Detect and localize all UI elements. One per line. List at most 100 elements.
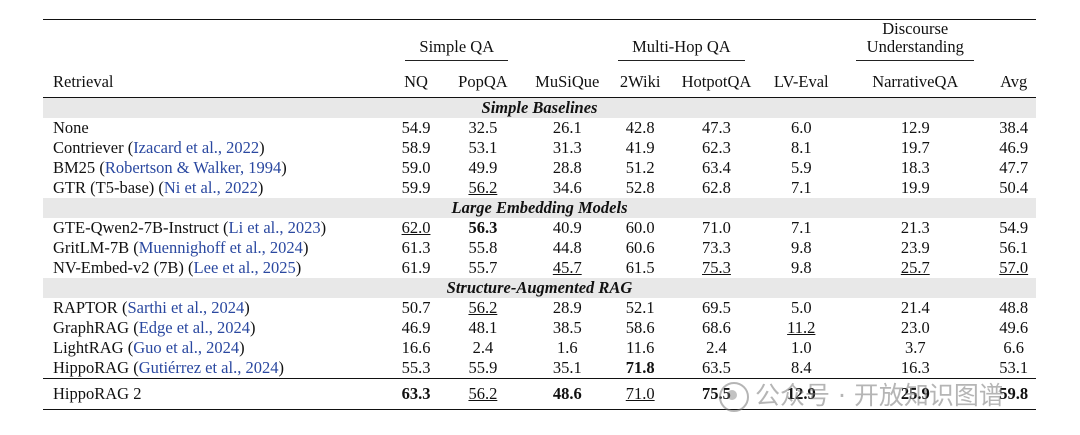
- column-header-row: Retrieval NQ PopQA MuSiQue 2Wiki HotpotQ…: [43, 65, 1036, 98]
- score-cell: 71.8: [625, 358, 655, 377]
- score-cell: 34.6: [552, 178, 582, 197]
- method-name: HippoRAG: [53, 358, 130, 377]
- table-body: Simple Baselines None 54.9 32.5 26.1 42.8 47.3…: [43, 97, 1036, 410]
- table-row: RAPTOR (Sarthi et al., 2024) 50.7 56.2 28.9…: [43, 298, 1036, 318]
- citation-link[interactable]: Izacard et al., 2022: [133, 138, 260, 157]
- score-cell: 58.6: [625, 318, 655, 337]
- score-cell: 21.4: [900, 298, 930, 317]
- column-header-nq: NQ: [389, 65, 443, 98]
- score-cell: 8.1: [790, 138, 812, 157]
- retrieval-method-cell: GritLM-7B (Muennighoff et al., 2024): [53, 238, 309, 257]
- citation-link[interactable]: Guo et al., 2024: [133, 338, 240, 357]
- method-name: HippoRAG 2: [43, 378, 390, 410]
- retrieval-method-cell: BM25 (Robertson & Walker, 1994): [53, 158, 287, 177]
- score-cell: 40.9: [552, 218, 582, 237]
- score-cell: 7.1: [790, 178, 812, 197]
- score-cell: 53.1: [468, 138, 498, 157]
- column-header-narrativeqa: NarrativeQA: [839, 65, 992, 98]
- score-cell: 63.4: [702, 158, 731, 177]
- score-cell: 19.9: [900, 178, 930, 197]
- method-name: Contriever: [53, 138, 124, 157]
- score-cell: 73.3: [702, 238, 731, 257]
- citation-link[interactable]: Lee et al., 2025: [193, 258, 296, 277]
- citation-link[interactable]: Muennighoff et al., 2024: [138, 238, 303, 257]
- wechat-logo-icon: [719, 382, 749, 412]
- retrieval-method-cell: GraphRAG (Edge et al., 2024): [53, 318, 256, 337]
- score-cell: 47.7: [999, 158, 1029, 177]
- retrieval-method-cell: RAPTOR (Sarthi et al., 2024): [53, 298, 250, 317]
- group-header-simple-qa: Simple QA: [390, 20, 524, 66]
- section-header-row: Large Embedding Models: [43, 198, 1036, 218]
- citation-link[interactable]: Ni et al., 2022: [163, 178, 258, 197]
- column-header-avg: Avg: [991, 65, 1036, 98]
- score-cell: 56.2: [442, 378, 524, 410]
- method-name: GraphRAG: [53, 318, 130, 337]
- table-row: Contriever (Izacard et al., 2022) 58.9 53.…: [43, 138, 1036, 158]
- score-cell: 2.4: [706, 338, 727, 357]
- score-cell: 8.4: [790, 358, 812, 377]
- score-cell: 56.2: [468, 298, 498, 317]
- score-cell: 35.1: [552, 358, 582, 377]
- score-cell: 55.9: [468, 358, 498, 377]
- score-cell: 50.7: [401, 298, 431, 317]
- citation-link[interactable]: Gutiérrez et al., 2024: [138, 358, 279, 377]
- score-cell: 31.3: [552, 138, 582, 157]
- citation-link[interactable]: Edge et al., 2024: [138, 318, 251, 337]
- score-cell: 46.9: [999, 138, 1029, 157]
- table-row: LightRAG (Guo et al., 2024) 16.6 2.4 1.6 11.…: [43, 338, 1036, 358]
- column-header-retrieval: Retrieval: [43, 65, 390, 98]
- score-cell: 47.3: [702, 118, 731, 137]
- score-cell: 12.9: [900, 118, 930, 137]
- retrieval-method-cell: HippoRAG (Gutiérrez et al., 2024): [53, 358, 284, 377]
- score-cell: 9.8: [790, 238, 812, 257]
- table-row-hipporag2: HippoRAG 2 63.3 56.2 48.6 71.0 75.5 12.9 25.9 59…: [43, 378, 1036, 410]
- score-cell: 68.6: [702, 318, 731, 337]
- method-name: GTE-Qwen2-7B-Instruct: [53, 218, 219, 237]
- method-name: NV-Embed-v2 (7B): [53, 258, 184, 277]
- score-cell: 38.4: [999, 118, 1029, 137]
- score-cell: 25.7: [900, 258, 930, 277]
- score-cell: 71.0: [702, 218, 731, 237]
- column-header-lv-eval: LV-Eval: [763, 65, 840, 98]
- column-header-popqa: PopQA: [442, 65, 524, 98]
- section-header-row: Simple Baselines: [43, 97, 1036, 118]
- citation-link[interactable]: Robertson & Walker, 1994: [104, 158, 282, 177]
- score-cell: 57.0: [999, 258, 1029, 277]
- score-cell: 54.9: [401, 118, 431, 137]
- retrieval-method-cell: NV-Embed-v2 (7B) (Lee et al., 2025): [53, 258, 302, 277]
- score-cell: 5.9: [790, 158, 812, 177]
- score-cell: 58.9: [401, 138, 431, 157]
- score-cell: 5.0: [790, 298, 812, 317]
- citation-link[interactable]: Sarthi et al., 2024: [127, 298, 245, 317]
- score-cell: 60.6: [625, 238, 655, 257]
- score-cell: 23.9: [900, 238, 930, 257]
- score-cell: 61.3: [401, 238, 431, 257]
- score-cell: 53.1: [999, 358, 1029, 377]
- method-name: RAPTOR: [53, 298, 118, 317]
- score-cell: 48.6: [523, 378, 611, 410]
- score-cell: 44.8: [552, 238, 582, 257]
- score-cell: 16.6: [401, 338, 431, 357]
- group-header-multi-hop-qa: Multi-Hop QA: [524, 20, 839, 66]
- score-cell: 61.9: [401, 258, 431, 277]
- score-cell: 18.3: [900, 158, 930, 177]
- score-cell: 2.4: [472, 338, 494, 357]
- score-cell: 48.8: [999, 298, 1029, 317]
- score-cell: 71.0: [610, 378, 670, 410]
- score-cell: 38.5: [552, 318, 582, 337]
- score-cell: 59.8: [991, 378, 1036, 410]
- method-name: None: [53, 118, 89, 137]
- score-cell: 26.1: [552, 118, 582, 137]
- score-cell: 60.0: [625, 218, 655, 237]
- score-cell: 69.5: [702, 298, 731, 317]
- score-cell: 75.3: [702, 258, 731, 277]
- score-cell: 61.5: [625, 258, 655, 277]
- table-row: GTR (T5-base) (Ni et al., 2022) 59.9 56.2 3…: [43, 178, 1036, 198]
- table-row: BM25 (Robertson & Walker, 1994) 59.0 49.9 2…: [43, 158, 1036, 178]
- citation-link[interactable]: Li et al., 2023: [228, 218, 321, 237]
- score-cell: 49.9: [468, 158, 498, 177]
- score-cell: 49.6: [999, 318, 1029, 337]
- watermark-text: 公众号 · 开放知识图谱: [755, 381, 1004, 410]
- score-cell: 3.7: [904, 338, 926, 357]
- score-cell: 23.0: [900, 318, 930, 337]
